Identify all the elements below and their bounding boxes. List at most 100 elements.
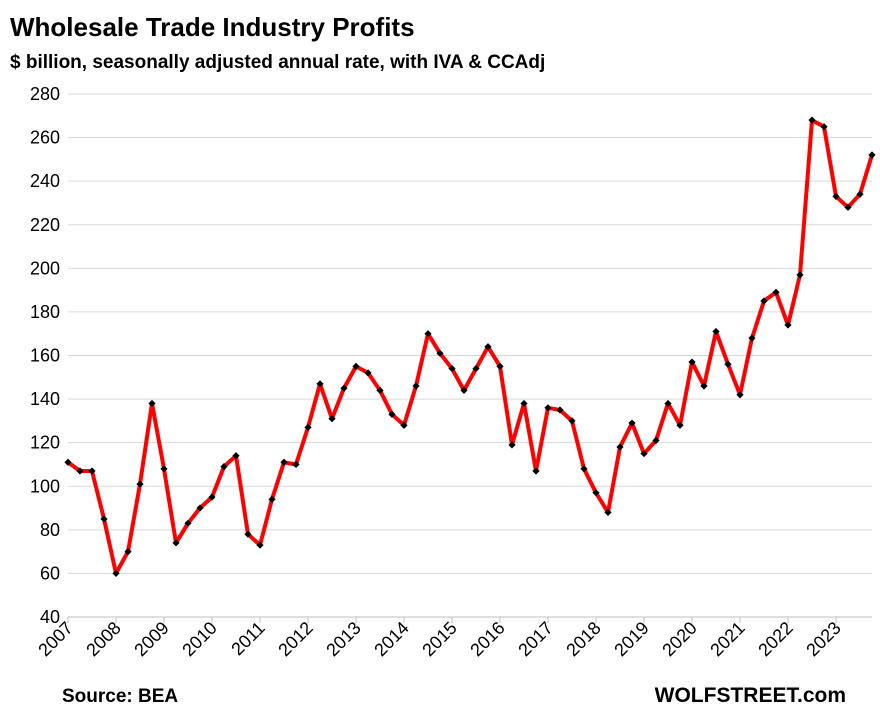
- data-point: [88, 467, 96, 475]
- data-point: [436, 349, 444, 357]
- data-point: [148, 399, 156, 408]
- grid-lines: [68, 93, 872, 618]
- data-point: [856, 190, 864, 198]
- data-point: [556, 406, 564, 414]
- data-point: [748, 334, 756, 342]
- chart-title: Wholesale Trade Industry Profits: [10, 12, 415, 42]
- y-tick-label: 280: [30, 84, 60, 104]
- data-point: [652, 436, 660, 445]
- x-tick-label: 2012: [274, 618, 316, 660]
- data-point: [316, 380, 324, 388]
- data-point: [628, 419, 636, 427]
- series-line: [66, 118, 874, 576]
- y-tick-label: 220: [30, 215, 60, 235]
- data-point: [172, 539, 180, 547]
- data-point: [184, 519, 192, 527]
- x-tick-label: 2008: [82, 618, 124, 660]
- x-tick-label: 2020: [658, 618, 700, 660]
- data-point: [268, 495, 276, 503]
- source-label: Source: BEA: [62, 686, 179, 707]
- x-tick-label: 2019: [610, 618, 652, 660]
- data-point: [460, 386, 468, 394]
- data-point: [244, 530, 252, 538]
- data-point: [100, 515, 108, 523]
- data-point: [256, 541, 264, 549]
- data-point: [136, 480, 144, 488]
- data-point: [604, 508, 612, 516]
- x-tick-label: 2010: [178, 618, 220, 660]
- data-point: [280, 458, 288, 466]
- y-tick-label: 120: [30, 433, 60, 453]
- data-point: [304, 423, 312, 432]
- data-point: [76, 467, 84, 475]
- data-point: [712, 327, 720, 336]
- data-point: [112, 569, 120, 578]
- y-tick-label: 40: [40, 607, 60, 627]
- y-tick-label: 180: [30, 302, 60, 322]
- data-point: [772, 288, 780, 296]
- data-point: [328, 415, 336, 423]
- data-point: [124, 548, 132, 556]
- series-profits: [64, 116, 876, 578]
- y-tick-label: 160: [30, 346, 60, 366]
- data-point: [196, 504, 204, 512]
- data-point: [664, 399, 672, 408]
- data-point: [676, 421, 684, 429]
- data-point: [64, 458, 72, 466]
- data-point: [700, 382, 708, 390]
- data-point: [484, 343, 492, 351]
- x-tick-label: 2014: [370, 618, 412, 660]
- data-point: [592, 489, 600, 497]
- data-point: [832, 192, 840, 201]
- data-point: [232, 452, 240, 460]
- x-tick-label: 2018: [562, 618, 604, 660]
- x-tick-label: 2022: [754, 618, 796, 660]
- data-point: [724, 360, 732, 368]
- data-point: [640, 449, 648, 458]
- x-tick-label: 2016: [466, 618, 508, 660]
- data-point: [496, 362, 504, 370]
- data-point: [340, 384, 348, 392]
- data-point: [796, 271, 804, 279]
- y-tick-label: 140: [30, 389, 60, 409]
- y-tick-label: 260: [30, 128, 60, 148]
- data-point: [868, 151, 876, 159]
- data-point: [568, 417, 576, 425]
- x-axis: 2007 2008 2009 2010 2011 2012 2013 2014 2015 2016…: [34, 616, 872, 660]
- chart-subtitle: $ billion, seasonally adjusted annual ra…: [10, 52, 546, 73]
- y-tick-label: 100: [30, 476, 60, 496]
- data-point: [520, 399, 528, 408]
- y-tick-label: 240: [30, 171, 60, 191]
- data-point: [616, 443, 624, 451]
- x-tick-label: 2013: [322, 618, 364, 660]
- data-point: [532, 467, 540, 475]
- data-point: [364, 369, 372, 377]
- data-point: [448, 364, 456, 373]
- data-point: [208, 493, 216, 501]
- data-point: [784, 321, 792, 329]
- x-tick-label: 2023: [802, 618, 844, 660]
- data-point: [844, 203, 852, 211]
- data-point: [508, 441, 516, 449]
- data-point: [760, 297, 768, 305]
- x-tick-label: 2021: [706, 618, 748, 660]
- data-point: [220, 463, 228, 471]
- data-point: [388, 410, 396, 418]
- y-tick-label: 60: [40, 563, 60, 583]
- data-point: [808, 116, 816, 124]
- y-tick-label: 200: [30, 258, 60, 278]
- data-point: [160, 465, 168, 473]
- data-point: [352, 362, 360, 370]
- data-point: [472, 364, 480, 373]
- data-point: [424, 330, 432, 338]
- y-tick-label: 80: [40, 520, 60, 540]
- data-point: [580, 465, 588, 473]
- brand-label: WOLFSTREET.com: [654, 684, 846, 707]
- x-tick-label: 2009: [130, 618, 172, 660]
- data-point: [544, 404, 552, 412]
- x-tick-label: 2011: [227, 618, 269, 660]
- data-point: [688, 358, 696, 366]
- y-axis: 40 60 80 100 120 140 160 180 200 220 240 260 280: [30, 84, 60, 627]
- data-point: [400, 421, 408, 429]
